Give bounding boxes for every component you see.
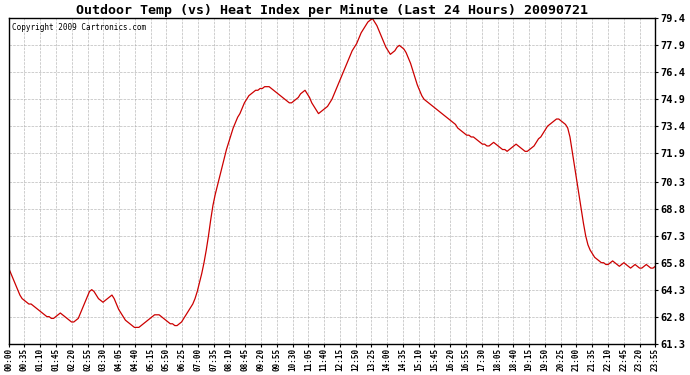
Title: Outdoor Temp (vs) Heat Index per Minute (Last 24 Hours) 20090721: Outdoor Temp (vs) Heat Index per Minute … [76,4,588,17]
Text: Copyright 2009 Cartronics.com: Copyright 2009 Cartronics.com [12,23,146,32]
